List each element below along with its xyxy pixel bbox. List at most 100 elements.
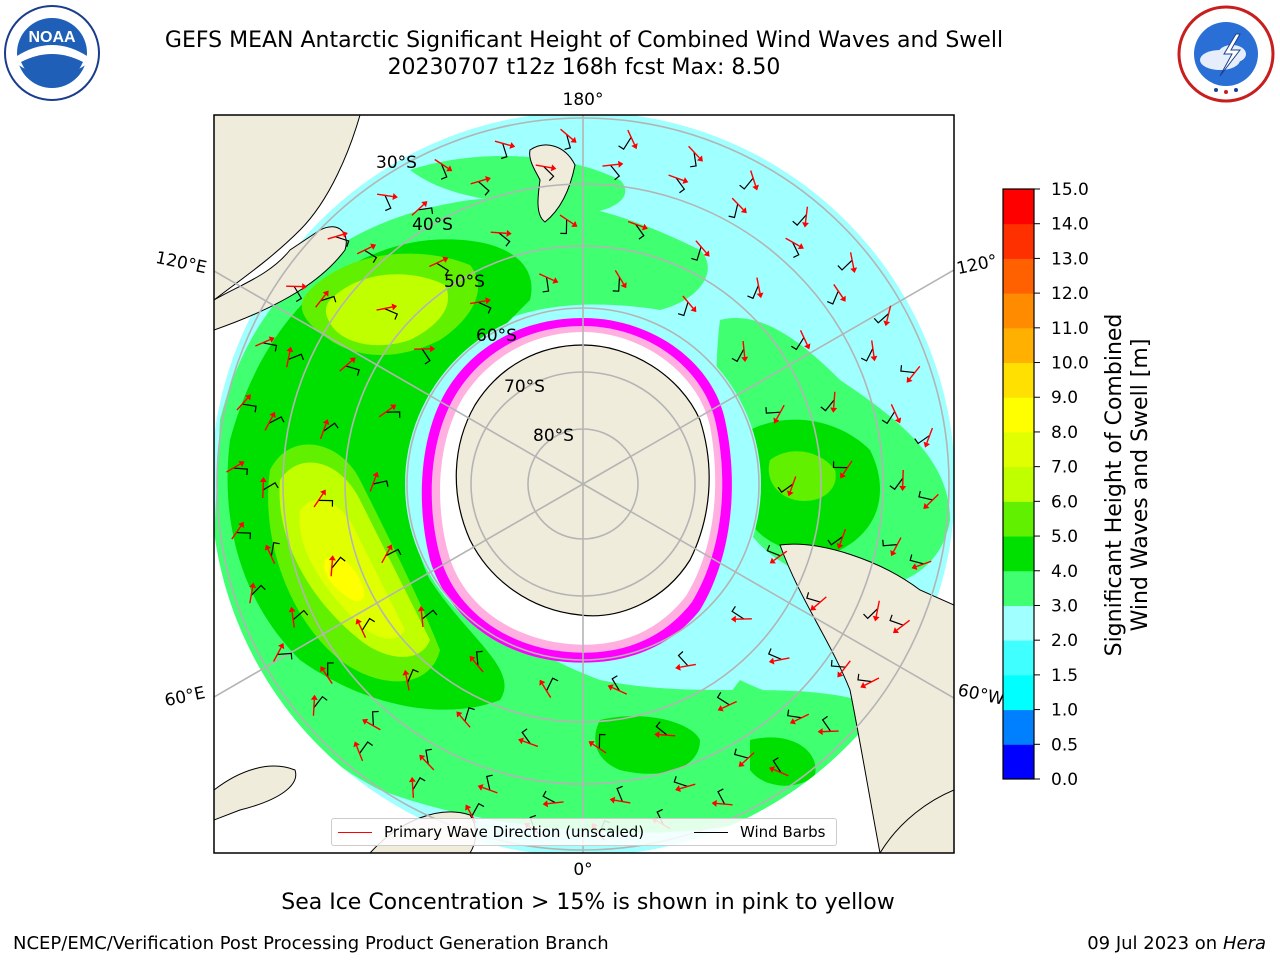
wind-barb — [733, 748, 749, 759]
wave-arrow-shaft — [627, 129, 636, 145]
wave-arrow-head — [349, 357, 356, 364]
latitude-labels: 30°S 40°S 50°S 60°S 70°S 80°S — [376, 153, 574, 446]
lon-label-60w: 60°W — [956, 680, 1006, 709]
wave-arrow-shaft — [716, 802, 733, 806]
wind-barb — [371, 710, 379, 726]
wind-barb — [412, 777, 426, 791]
wave-arrow-head — [539, 679, 546, 686]
wave-arrow-shaft — [915, 560, 932, 568]
wave-arrow-shaft — [926, 427, 934, 444]
wave-arrow-head — [768, 657, 775, 665]
wave-arrow-shaft — [249, 587, 254, 604]
wave-arrow-head — [890, 550, 897, 557]
wind-barb — [233, 467, 248, 476]
wave-arrow-head — [442, 256, 449, 263]
legend-item-wave-direction: Primary Wave Direction (unscaled) — [338, 823, 644, 841]
wave-arrow-shaft — [614, 269, 625, 285]
wave-arrow-head — [789, 718, 796, 725]
wave-arrow-shaft — [490, 231, 507, 235]
legend-red-line — [338, 831, 372, 833]
wind-barb — [364, 249, 378, 264]
wave-arrow-head — [249, 582, 257, 589]
svg-text:NOAA: NOAA — [28, 29, 76, 46]
wave-arrow-head — [419, 754, 426, 761]
lon-label-60e: 60°E — [163, 683, 207, 711]
wave-arrow-shaft — [313, 493, 324, 508]
wind-barb — [766, 544, 781, 557]
wave-arrow-shaft — [381, 548, 391, 564]
wave-arrow-shaft — [775, 404, 785, 420]
wind-barb — [790, 337, 805, 351]
wave-arrow-shaft — [789, 476, 797, 492]
wave-arrow-shaft — [799, 330, 808, 346]
wind-barb — [385, 411, 401, 418]
wave-arrow-head — [446, 165, 453, 172]
wave-arrow-head — [738, 760, 745, 767]
wind-barb — [318, 499, 334, 507]
wave-arrow-shaft — [369, 476, 377, 492]
wave-arrow-head — [804, 343, 811, 350]
wave-arrow-head — [259, 477, 267, 483]
map-legend: Primary Wave Direction (unscaled) Wind B… — [331, 818, 837, 846]
wind-barb — [361, 617, 376, 631]
wave-arrow-head — [892, 627, 900, 634]
wind-barb — [832, 461, 848, 469]
wave-arrow-head — [386, 544, 393, 551]
wave-arrow-head — [730, 615, 736, 623]
wave-arrow-head — [268, 336, 275, 343]
colorbar-box — [1003, 466, 1034, 502]
wave-arrow-head — [654, 731, 660, 739]
wave-arrow-shaft — [682, 295, 694, 309]
lon-label-180: 180° — [563, 90, 604, 110]
wind-barb — [236, 531, 251, 540]
wave-arrow-shaft — [695, 240, 707, 254]
wind-barb — [673, 776, 688, 787]
wind-barb — [860, 348, 874, 362]
wave-arrow-shaft — [264, 416, 274, 431]
legend-item-wind-barbs: Wind Barbs — [694, 823, 825, 841]
map-frame — [213, 114, 955, 854]
wind-barb — [542, 277, 550, 293]
wave-arrow-shaft — [832, 391, 836, 408]
colorbar-tick-label: 9.0 — [1051, 388, 1078, 408]
wind-barb — [909, 554, 924, 565]
wave-arrow-shaft — [420, 610, 424, 628]
wind-barb — [564, 134, 572, 151]
wave-arrow-head — [372, 471, 380, 478]
wave-arrow-head — [286, 346, 294, 353]
wave-arrow-shaft — [472, 659, 484, 673]
wave-arrow-head — [278, 643, 285, 650]
wind-barb — [616, 785, 624, 802]
wave-arrow-shaft — [756, 277, 761, 294]
wind-barb — [335, 236, 350, 247]
wind-barb — [857, 673, 872, 683]
wave-arrow-shaft — [522, 740, 539, 748]
wind-barb — [425, 748, 432, 765]
colorbar-tick-label: 10.0 — [1051, 354, 1089, 374]
wave-arrow-head — [740, 207, 747, 214]
wave-arrow-shaft — [627, 220, 644, 228]
wave-arrow-shaft — [839, 660, 851, 674]
lat-label-40s: 40°S — [412, 215, 453, 235]
wind-barb — [262, 482, 279, 491]
colorbar-tick-label: 14.0 — [1051, 215, 1089, 235]
wave-arrow-head — [711, 799, 717, 807]
wave-arrow-shaft — [886, 305, 892, 322]
wind-barb — [421, 348, 431, 365]
nws-logo — [1177, 5, 1275, 103]
wave-arrow-shaft — [339, 360, 353, 372]
colorbar-box — [1003, 605, 1034, 641]
wave-arrow-head — [752, 184, 759, 191]
wind-barb — [691, 246, 702, 261]
wind-barb — [611, 675, 620, 692]
wave-arrow-head — [872, 615, 880, 622]
wind-barb — [618, 137, 632, 150]
wind-barb — [777, 483, 794, 493]
wave-arrow-shaft — [255, 339, 271, 347]
wave-arrow-shaft — [356, 246, 372, 255]
wave-arrow-shaft — [322, 669, 333, 684]
wind-barb — [827, 536, 844, 546]
lat-label-50s: 50°S — [444, 272, 485, 292]
wave-arrow-head — [469, 655, 476, 662]
colorbar-tick-label: 15.0 — [1051, 180, 1089, 200]
